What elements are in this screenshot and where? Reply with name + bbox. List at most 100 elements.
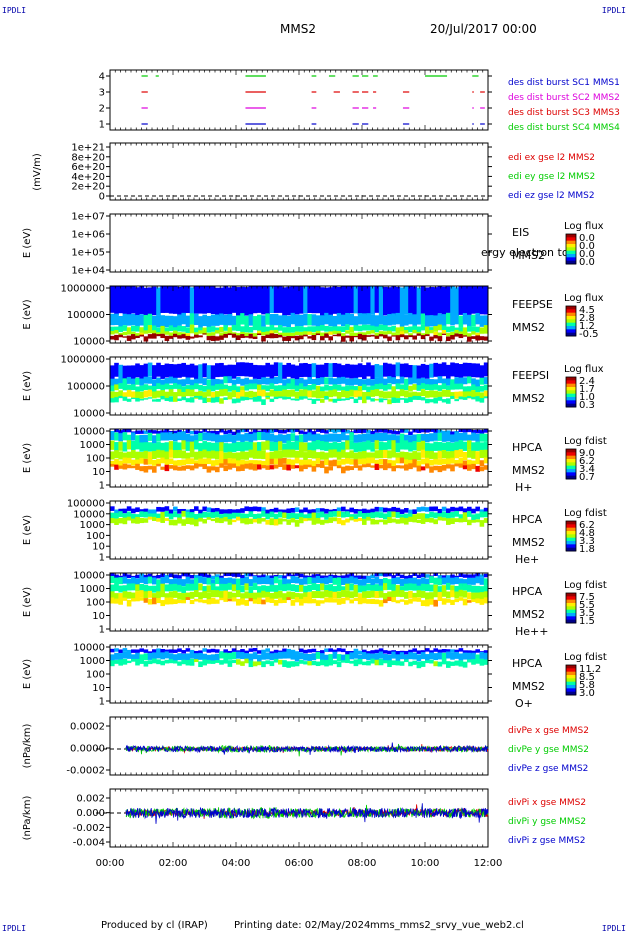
hpca-h-spectrogram-cell (156, 442, 161, 452)
hpca-h-spectrogram-cell (173, 430, 178, 435)
hpca-o-spectrogram-cell (353, 651, 359, 659)
hpca-he2-spectrogram-cell (286, 597, 291, 601)
hpca-he-spectrogram-cell (143, 518, 149, 523)
hpca-o-spectrogram-cell (441, 649, 447, 653)
hpca-h-spectrogram-cell (160, 457, 165, 464)
hpca-h-spectrogram-cell (362, 433, 367, 442)
feeps-ion-spectrogram-cell (114, 362, 119, 377)
feeps-electron-spectrogram-cell (299, 326, 304, 332)
hpca-h-spectrogram-cell (387, 440, 392, 450)
hpca-h-spectrogram-cell (114, 464, 119, 470)
hpca-he2-spectrogram-cell (441, 577, 447, 585)
hpca-he-spectrogram-cell (332, 517, 338, 522)
hpca-he2-spectrogram-cell (177, 592, 182, 600)
feeps-electron-colorbar-segment (566, 306, 576, 310)
hpca-he-spectrogram-cell (353, 509, 359, 514)
hpca-o-spectrogram-cell (467, 650, 472, 654)
hpca-o-spectrogram-cell (168, 649, 174, 653)
hpca-he2-spectrogram-cell (194, 590, 199, 598)
hpca-he-spectrogram-cell (147, 516, 153, 520)
feeps-ion-spectrogram-cell (332, 378, 338, 386)
hpca-he2-spectrogram-cell (425, 584, 430, 592)
hpca-he2-spectrogram-cell (194, 577, 199, 585)
hpca-he2-spectrogram-cell (282, 575, 287, 579)
feeps-ion-spectrogram-cell (420, 397, 426, 401)
feeps-ion-spectrogram-cell (181, 396, 186, 401)
feeps-ion-spectrogram-cell (404, 390, 409, 398)
hpca-he2-spectrogram-cell (399, 586, 405, 594)
hpca-h-spectrogram-cell (483, 465, 489, 470)
hpca-h-spectrogram-cell (240, 429, 245, 433)
feeps-electron-panel-ytick-label: 10000 (73, 337, 105, 348)
hpca-he2-spectrogram-cell (391, 575, 396, 579)
hpca-o-spectrogram-cell (362, 661, 367, 666)
hpca-h-spectrogram-cell (118, 460, 123, 467)
feeps-ion-spectrogram-cell (341, 365, 346, 380)
hpca-he2-spectrogram-cell (244, 576, 249, 584)
feeps-electron-spectrogram-cell (399, 334, 405, 338)
hpca-he-spectrogram-cell (290, 512, 296, 519)
hpca-h-panel-ytick-label: 1 (99, 481, 105, 492)
feeps-electron-spectrogram-cell (139, 314, 144, 326)
feeps-ion-spectrogram-cell (433, 362, 438, 377)
hpca-he2-spectrogram-cell (458, 597, 464, 601)
hpca-h-spectrogram-cell (345, 465, 350, 471)
feeps-electron-spectrogram-cell (366, 331, 371, 335)
hpca-o-spectrogram-cell (122, 651, 128, 659)
hpca-h-spectrogram-cell (244, 432, 249, 441)
feeps-ion-spectrogram-cell (378, 365, 384, 380)
feeps-electron-spectrogram-cell (202, 333, 207, 335)
feeps-ion-spectrogram-cell (210, 397, 216, 403)
feeps-electron-spectrogram-cell (261, 315, 266, 327)
hpca-he2-colorbar-segment (566, 606, 576, 611)
hpca-he2-spectrogram-cell (173, 599, 178, 605)
burst-legend-entry: des dist burst SC2 MMS2 (508, 93, 620, 103)
hpca-he2-spectrogram-cell (168, 573, 174, 578)
feeps-ion-spectrogram-cell (399, 398, 405, 400)
feeps-electron-spectrogram-cell (416, 287, 422, 317)
hpca-o-spectrogram-cell (126, 651, 132, 659)
feeps-electron-spectrogram-cell (349, 286, 354, 314)
hpca-h-spectrogram-cell (227, 458, 233, 464)
hpca-o-spectrogram-cell (399, 661, 405, 666)
feeps-ion-spectrogram-cell (303, 379, 308, 387)
eis-colorbar-segment (566, 250, 576, 255)
hpca-h-spectrogram-cell (215, 442, 220, 452)
hpca-o-spectrogram-cell (181, 659, 186, 665)
feeps-electron-spectrogram-cell (399, 326, 405, 333)
hpca-he2-spectrogram-cell (219, 591, 224, 598)
hpca-o-spectrogram-cell (383, 654, 388, 661)
feeps-ion-spectrogram-cell (370, 379, 375, 387)
hpca-o-spectrogram-cell (156, 659, 161, 665)
hpca-he-spectrogram-cell (126, 506, 132, 511)
hpca-h-spectrogram-cell (147, 442, 153, 452)
hpca-he-spectrogram-cell (311, 517, 317, 525)
feeps-electron-spectrogram-cell (173, 286, 178, 314)
hpca-he-spectrogram-cell (416, 513, 422, 520)
hpca-he-spectrogram-cell (168, 513, 174, 520)
feeps-ion-spectrogram-cell (194, 383, 199, 390)
feeps-ion-spectrogram-cell (290, 378, 296, 386)
hpca-h-spectrogram-cell (231, 435, 237, 444)
hpca-he-spectrogram-cell (189, 517, 195, 525)
hpca-h-spectrogram-cell (257, 431, 262, 441)
hpca-he2-spectrogram-cell (341, 597, 346, 604)
feeps-electron-spectrogram-cell (131, 334, 136, 340)
hpca-o-spectrogram-cell (206, 649, 212, 653)
feeps-electron-spectrogram-cell (122, 286, 128, 314)
hpca-h-spectrogram-cell (320, 465, 325, 468)
feeps-ion-spectrogram-cell (126, 376, 132, 384)
hpca-h-spectrogram-cell (303, 434, 308, 443)
hpca-h-spectrogram-cell (164, 429, 170, 433)
hpca-he2-spectrogram-cell (341, 589, 346, 597)
hpca-he-spectrogram-cell (475, 506, 480, 512)
hpca-he2-spectrogram-cell (152, 593, 157, 601)
hpca-o-spectrogram-cell (273, 649, 279, 654)
hpca-o-spectrogram-cell (408, 649, 413, 654)
feeps-ion-colorbar-segment (566, 377, 576, 381)
hpca-h-spectrogram-cell (147, 465, 153, 470)
feeps-electron-spectrogram-cell (341, 314, 346, 327)
feeps-ion-spectrogram-cell (412, 391, 417, 399)
feeps-electron-colorbar-segment (566, 326, 576, 330)
feeps-electron-spectrogram-cell (164, 286, 170, 313)
